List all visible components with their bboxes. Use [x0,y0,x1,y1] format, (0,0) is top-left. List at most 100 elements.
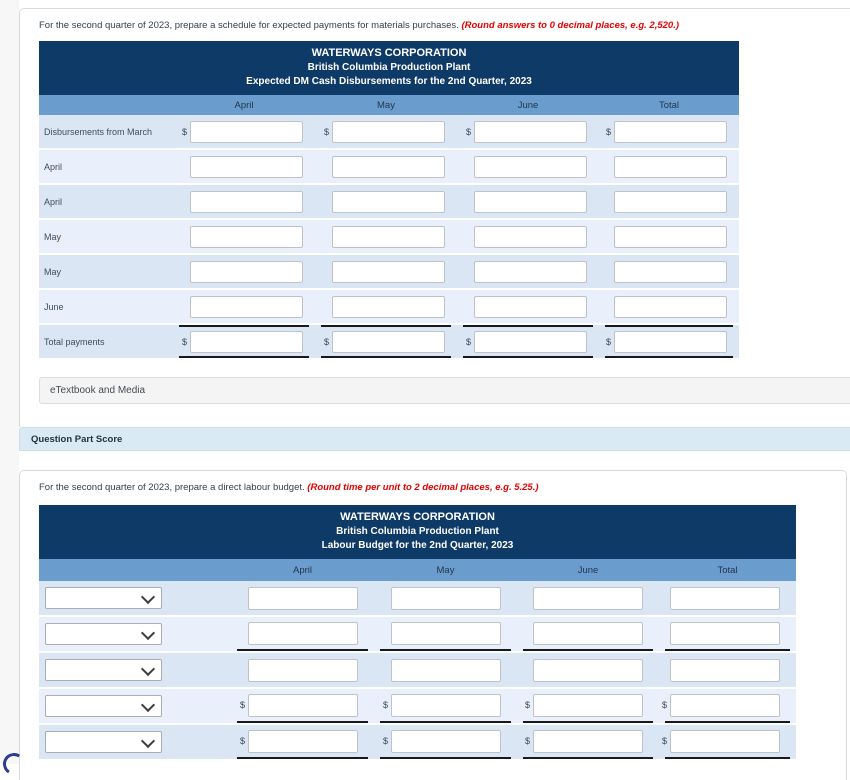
amount-input[interactable] [248,729,358,753]
amount-cell-inner: $ [661,689,790,723]
amount-input[interactable] [614,260,727,283]
amount-cell-inner: $ [321,325,451,358]
amount-input[interactable] [670,693,780,717]
amount-cell-inner [523,653,653,687]
amount-cell [173,185,315,218]
currency-symbol: $ [239,736,245,746]
column-header-total: Total [658,99,680,111]
amount-cell-inner [605,185,733,218]
amount-cell-inner [380,617,511,651]
amount-input[interactable] [248,586,358,610]
amount-cell-inner: $ [380,689,511,723]
amount-input[interactable] [391,621,501,645]
amount-input[interactable] [533,586,643,610]
amount-input[interactable] [190,295,303,318]
amount-input[interactable] [190,260,303,283]
amount-input[interactable] [614,120,727,143]
amount-input[interactable] [474,155,587,178]
row-label-cell [39,725,231,759]
amount-cell [231,617,374,651]
amount-input[interactable] [332,330,445,353]
amount-input[interactable] [533,621,643,645]
plant-name: British Columbia Production Plant [307,62,471,73]
currency-symbol: $ [181,126,187,137]
amount-input[interactable] [614,295,727,318]
amount-input[interactable] [474,330,587,353]
currency-symbol: $ [465,336,471,347]
amount-cell [315,150,457,183]
etextbook-accordion[interactable]: eTextbook and Media [39,377,850,404]
amount-input[interactable] [332,120,445,143]
amount-cell [599,220,739,253]
amount-cell-inner [237,581,368,615]
amount-input[interactable] [614,225,727,248]
amount-input[interactable] [190,330,303,353]
line-item-select-wrap [45,695,162,717]
amount-input[interactable] [533,729,643,753]
amount-input[interactable] [670,621,780,645]
currency-symbol: $ [661,700,667,710]
amount-input[interactable] [474,120,587,143]
amount-input[interactable] [332,260,445,283]
currency-symbol: $ [465,126,471,137]
amount-cell: $ [457,115,599,148]
amount-input[interactable] [248,693,358,717]
amount-input[interactable] [474,295,587,318]
amount-input[interactable] [190,225,303,248]
amount-cell-inner [605,150,733,183]
amount-input[interactable] [474,260,587,283]
amount-input[interactable] [670,729,780,753]
line-item-select[interactable] [45,731,162,753]
amount-cell-inner: $ [463,325,593,358]
amount-input[interactable] [670,658,780,682]
amount-input[interactable] [391,693,501,717]
amount-cell [374,581,517,615]
amount-input[interactable] [614,330,727,353]
amount-input[interactable] [533,693,643,717]
amount-input[interactable] [190,155,303,178]
amount-input[interactable] [391,658,501,682]
line-item-select[interactable] [45,623,162,645]
schedule-name: Labour Budget for the 2nd Quarter, 2023 [321,540,514,551]
column-header-total: Total [717,564,738,576]
amount-cell-inner [523,617,653,651]
amount-cell [659,653,796,687]
amount-cell [173,150,315,183]
amount-input[interactable] [391,586,501,610]
row-label: June [44,301,64,312]
table-row: $ $ $ $ [39,689,796,725]
amount-input[interactable] [474,190,587,213]
amount-cell: $ [599,325,739,358]
amount-input[interactable] [474,225,587,248]
amount-input[interactable] [614,190,727,213]
amount-input[interactable] [190,120,303,143]
amount-input[interactable] [614,155,727,178]
amount-input[interactable] [332,295,445,318]
amount-cell-inner: $ [605,325,733,358]
row-label: May [44,231,62,242]
rounding-note: (Round answers to 0 decimal places, e.g.… [461,20,679,31]
question-part-2-panel: For the second quarter of 2023, prepare … [19,470,847,780]
amount-input[interactable] [670,586,780,610]
line-item-select[interactable] [45,587,162,609]
instruction-text-part2: For the second quarter of 2023, prepare … [39,481,846,494]
line-item-select[interactable] [45,659,162,681]
column-header-may: May [436,564,455,576]
amount-input[interactable] [332,155,445,178]
amount-input[interactable] [248,621,358,645]
amount-cell [374,653,517,687]
amount-input[interactable] [190,190,303,213]
line-item-select[interactable] [45,695,162,717]
company-name: WATERWAYS CORPORATION [311,47,467,59]
amount-cell [599,185,739,218]
amount-input[interactable] [332,190,445,213]
table-row [39,653,796,689]
amount-cell-inner [179,255,309,288]
amount-input[interactable] [391,729,501,753]
amount-input[interactable] [533,658,643,682]
amount-input[interactable] [248,658,358,682]
amount-cell-inner [605,255,733,288]
amount-cell [173,220,315,253]
instruction-body: For the second quarter of 2023, prepare … [39,20,459,31]
amount-input[interactable] [332,225,445,248]
